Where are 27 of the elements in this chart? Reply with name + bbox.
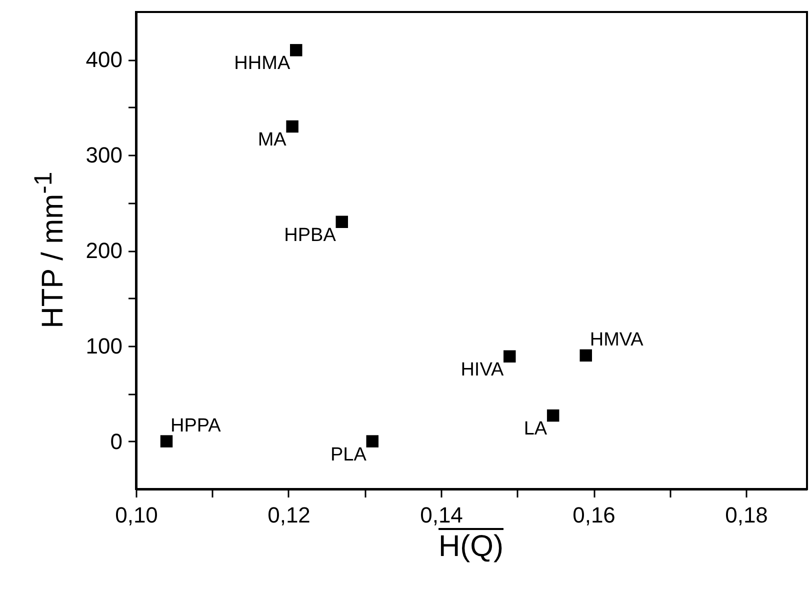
x-axis-title: H(Q)	[438, 530, 504, 564]
y-tick-label: 400	[86, 47, 122, 72]
annotation: MA	[258, 129, 287, 150]
x-tick-label: 0,14	[420, 502, 463, 528]
x-tick-label: 0,10	[115, 502, 158, 528]
point	[160, 435, 173, 448]
point	[580, 349, 592, 362]
point	[546, 409, 560, 422]
annotation: HPBA	[284, 224, 336, 246]
y-tick-label: 300	[86, 142, 122, 168]
annotation: HPPA	[170, 415, 222, 436]
annotation: HMVA	[590, 329, 644, 350]
y-tick-label: 100	[86, 333, 122, 358]
x-tick-label: 0,16	[572, 502, 616, 528]
annotation: PLA	[330, 444, 367, 466]
point	[336, 216, 348, 228]
annotation: HIVA	[460, 359, 504, 380]
point	[366, 435, 378, 448]
point	[504, 350, 516, 363]
point	[286, 120, 298, 133]
annotation: HHMA	[234, 53, 290, 74]
point	[290, 44, 302, 56]
x-tick-label: 0,18	[725, 502, 768, 528]
y-tick-label: 200	[86, 238, 122, 263]
annotation: LA	[524, 418, 548, 440]
y-tick-label: 0	[110, 428, 122, 454]
x-tick-label: 0,12	[268, 502, 310, 528]
